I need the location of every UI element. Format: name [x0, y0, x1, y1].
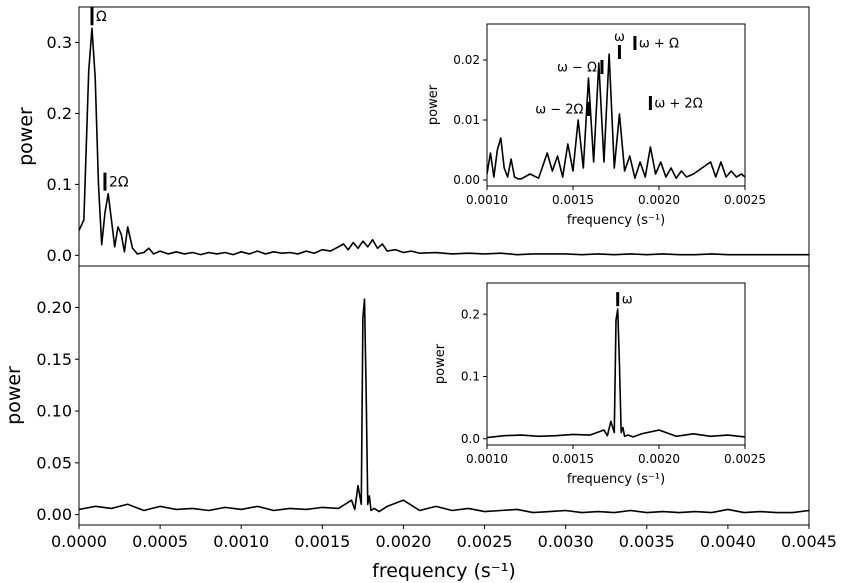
bottom-inset-xtick-label: 0.0025 — [724, 452, 766, 466]
bottom-panel-ytick-label: 0.05 — [36, 453, 72, 472]
top-inset-bg — [487, 24, 745, 186]
top-inset-ylabel: power — [426, 84, 441, 125]
top-inset-xtick-label: 0.0010 — [466, 193, 508, 207]
bottom-inset-ytick-label: 0.0 — [461, 432, 480, 446]
bottom-panel-xlabel: frequency (s⁻¹) — [372, 560, 516, 582]
bottom-panel-xtick-label: 0.0015 — [294, 532, 350, 551]
top-panel-marker-label: Ω — [96, 9, 107, 25]
bottom-inset: 0.0 0.1 0.2 0.0010 0.0015 0.0020 0.0025 power fr… — [433, 282, 766, 487]
bottom-panel-xtick-label: 0.0020 — [375, 532, 431, 551]
top-inset-marker-label: ω + Ω — [639, 37, 679, 52]
bottom-inset-trace — [487, 308, 745, 439]
top-inset-ytick-label: 0.02 — [453, 53, 480, 67]
bottom-inset-ytick-label: 0.2 — [461, 307, 480, 321]
bottom-panel-ytick-label: 0.10 — [36, 402, 72, 421]
top-panel-ytick-label: 0.2 — [47, 104, 72, 123]
bottom-panel-xtick-label: 0.0045 — [781, 532, 837, 551]
bottom-inset-xtick-label: 0.0015 — [552, 452, 594, 466]
top-inset-trace — [487, 53, 745, 180]
top-panel-marker-label: 2Ω — [109, 175, 129, 191]
bottom-panel-xtick-label: 0.0025 — [457, 532, 513, 551]
top-panel-ylabel: power — [15, 107, 37, 166]
bottom-inset-ytick-label: 0.1 — [461, 370, 480, 384]
bottom-panel: 0.000.050.100.150.200.0000 0.0005 0.0010 0.… — [3, 265, 837, 582]
bottom-panel-xtick-label: 0.0040 — [700, 532, 756, 551]
bottom-panel-ytick-label: 0.15 — [36, 350, 72, 369]
top-inset-marker-label: ω — [614, 30, 625, 45]
bottom-inset-marker-label: ω — [622, 293, 633, 308]
bottom-panel-xtick-label: 0.0010 — [213, 532, 269, 551]
top-inset-ytick-label: 0.01 — [453, 113, 480, 127]
bottom-inset-xlabel: frequency (s⁻¹) — [567, 472, 665, 487]
top-inset-xtick-label: 0.0025 — [724, 193, 766, 207]
bottom-panel-xtick-label: 0.0030 — [538, 532, 594, 551]
top-panel-ytick-label: 0.1 — [47, 175, 72, 194]
bottom-panel-ylabel: power — [3, 366, 25, 425]
top-inset-frame — [486, 23, 746, 187]
bottom-panel-ytick-label: 0.20 — [36, 298, 72, 317]
bottom-panel-frame — [78, 265, 810, 526]
bottom-inset-frame — [486, 282, 746, 446]
top-inset-xtick-label: 0.0015 — [552, 193, 594, 207]
bottom-inset-xtick-label: 0.0010 — [466, 452, 508, 466]
bottom-inset-ylabel: power — [433, 343, 448, 384]
bottom-panel-xtick-label: 0.0035 — [619, 532, 675, 551]
top-inset-marker-label: ω − Ω — [557, 61, 597, 76]
top-inset-marker-label: ω + 2Ω — [654, 97, 702, 112]
bottom-panel-xtick-label: 0.0000 — [51, 532, 107, 551]
top-panel-ytick-label: 0.0 — [47, 246, 72, 265]
top-inset-marker-label: ω − 2Ω — [535, 103, 583, 118]
top-inset: 0.00 0.01 0.02 0.0010 0.0015 0.0020 0.0025 powe… — [426, 23, 766, 228]
bottom-panel-xtick-label: 0.0005 — [132, 532, 188, 551]
top-panel-ytick-label: 0.3 — [47, 33, 72, 52]
bottom-panel-trace — [79, 298, 809, 514]
top-inset-ytick-label: 0.00 — [453, 173, 480, 187]
top-inset-xtick-label: 0.0020 — [638, 193, 680, 207]
bottom-inset-xtick-label: 0.0020 — [638, 452, 680, 466]
bottom-panel-ytick-label: 0.00 — [36, 505, 72, 524]
top-inset-xlabel: frequency (s⁻¹) — [567, 213, 665, 228]
top-panel-trace — [79, 27, 809, 256]
